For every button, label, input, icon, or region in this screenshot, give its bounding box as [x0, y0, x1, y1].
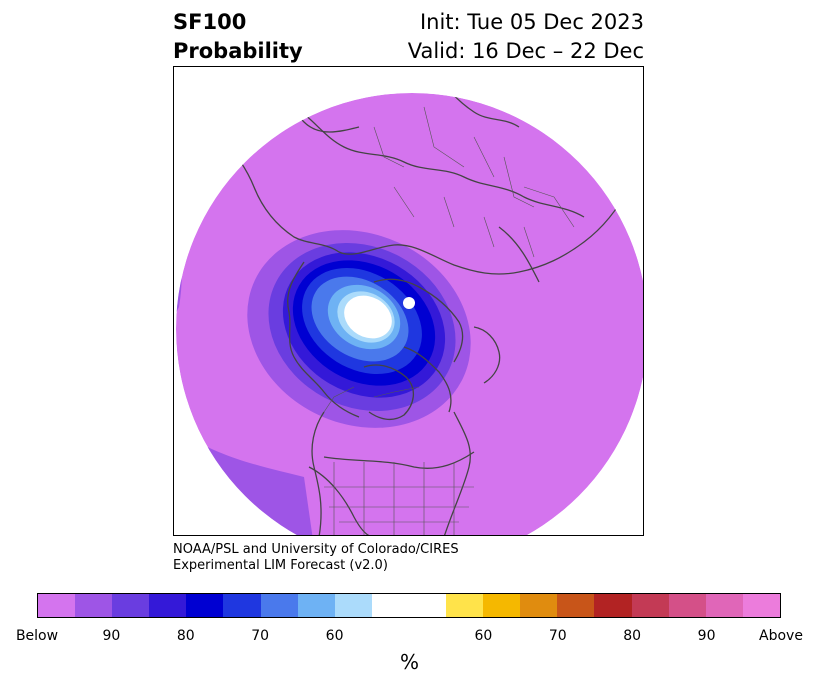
colorbar-below-7	[297, 594, 335, 617]
colorbar-tick-label: Above	[759, 628, 803, 644]
credit-line-1: NOAA/PSL and University of Colorado/CIRE…	[173, 542, 459, 557]
chart-title-block: SF100 Probability	[173, 8, 303, 66]
colorbar-tick-label: 70	[548, 628, 567, 644]
colorbar-above-5	[631, 594, 669, 617]
variable-label: SF100	[173, 10, 247, 34]
colorbar-neutral	[371, 594, 447, 617]
colorbar-below-2	[112, 594, 150, 617]
colorbar-above-3	[557, 594, 595, 617]
field-contour-pole	[344, 295, 392, 339]
colorbar	[37, 593, 781, 618]
init-date: Init: Tue 05 Dec 2023	[419, 10, 644, 34]
colorbar-above-8	[742, 594, 780, 617]
colorbar-above-7	[705, 594, 743, 617]
colorbar-above-1	[483, 594, 521, 617]
pole-marker	[403, 297, 415, 309]
colorbar-below-5	[223, 594, 261, 617]
colorbar-below-6	[260, 594, 298, 617]
colorbar-tick-label: 70	[251, 628, 270, 644]
map-panel	[173, 66, 644, 536]
colorbar-tick-label: 80	[176, 628, 195, 644]
date-block: Init: Tue 05 Dec 2023 Valid: 16 Dec – 22…	[408, 8, 644, 66]
colorbar-tick-label: 90	[102, 628, 121, 644]
colorbar-tick-label: 80	[623, 628, 642, 644]
credit-text: NOAA/PSL and University of Colorado/CIRE…	[173, 542, 459, 574]
colorbar-tick-label: 90	[697, 628, 716, 644]
polar-map	[176, 93, 643, 535]
colorbar-below-3	[149, 594, 187, 617]
product-label: Probability	[173, 39, 303, 63]
colorbar-above-6	[668, 594, 706, 617]
colorbar-below-1	[75, 594, 113, 617]
colorbar-above-4	[594, 594, 632, 617]
colorbar-above-0	[446, 594, 484, 617]
colorbar-above-2	[520, 594, 558, 617]
colorbar-below-4	[186, 594, 224, 617]
colorbar-tick-label: 60	[325, 628, 344, 644]
valid-range: Valid: 16 Dec – 22 Dec	[407, 39, 644, 63]
colorbar-tick-label: Below	[15, 628, 59, 644]
colorbar-unit: %	[399, 650, 419, 674]
colorbar-below-0	[38, 594, 76, 617]
colorbar-ticks: Below 90 80 70 60 60 70 80 90 Above	[0, 628, 819, 648]
colorbar-tick-label: 60	[474, 628, 493, 644]
borders	[323, 106, 575, 535]
colorbar-below-8	[334, 594, 372, 617]
credit-line-2: Experimental LIM Forecast (v2.0)	[173, 558, 388, 573]
